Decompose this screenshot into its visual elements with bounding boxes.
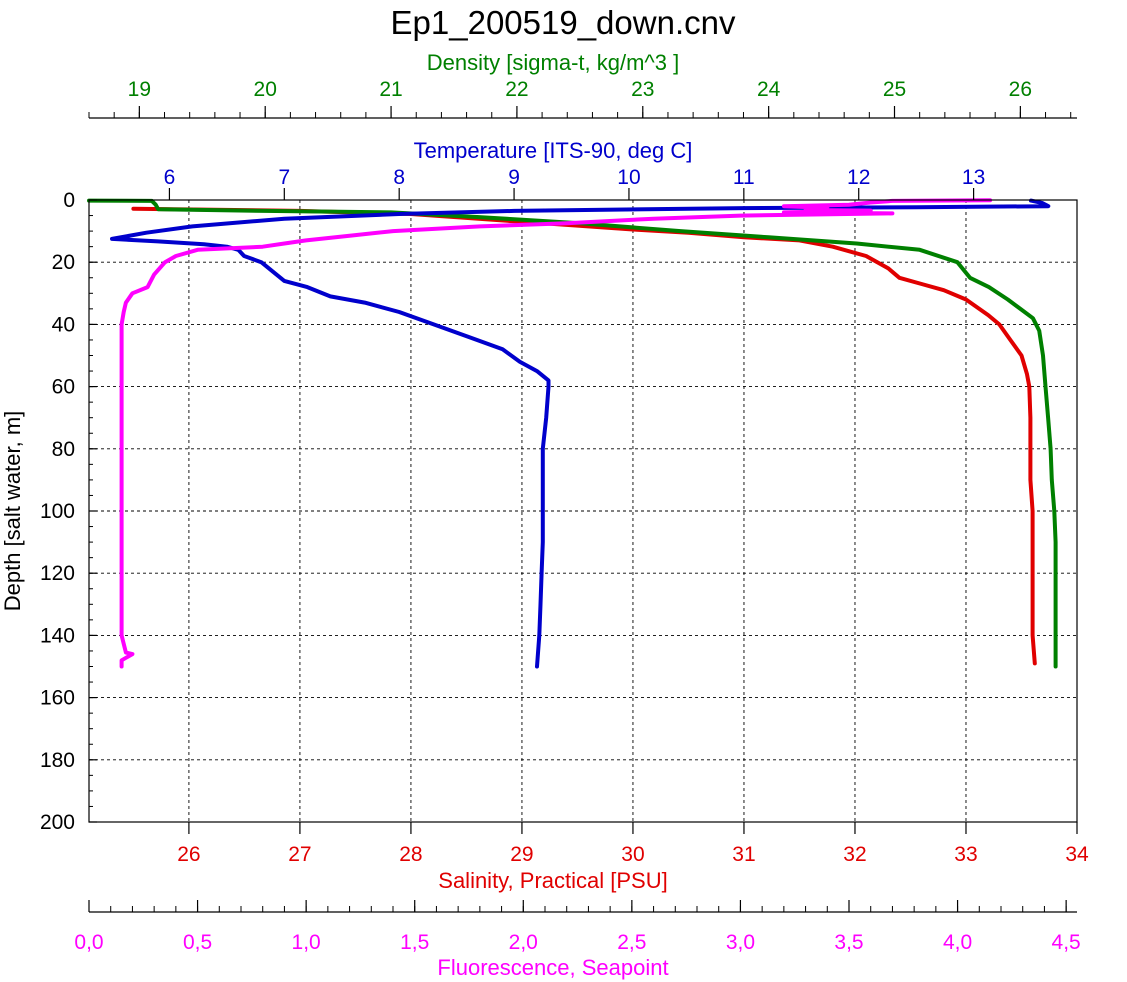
y-tick-label: 80: [52, 438, 75, 461]
temperature-tick-label: 9: [508, 166, 520, 189]
density-tick-label: 25: [883, 78, 906, 101]
axes-layer: 0 20 40 60 80 100 120 140 160 180 200 Depth [salt w…: [0, 50, 1089, 980]
density-tick-label: 24: [757, 78, 781, 101]
density-tick-label: 19: [128, 78, 151, 101]
density-axis-label: Density [sigma-t, kg/m^3 ]: [427, 50, 679, 75]
temperature-tick-label: 8: [393, 166, 405, 189]
temperature-axis-label: Temperature [ITS-90, deg C]: [414, 138, 693, 163]
fluorescence-tick-label: 4,0: [943, 931, 972, 954]
salinity-tick-label: 27: [288, 843, 311, 866]
fluorescence-profile-line: [119, 198, 993, 669]
fluorescence-axis-label: Fluorescence, Seapoint: [437, 955, 668, 980]
salinity-tick-label: 26: [177, 843, 200, 866]
salinity-tick-label: 32: [843, 843, 866, 866]
y-tick-label: 120: [40, 562, 75, 585]
y-tick-label: 160: [40, 687, 75, 710]
salinity-tick-label: 28: [399, 843, 422, 866]
salinity-tick-label: 34: [1065, 843, 1089, 866]
density-tick-label: 22: [505, 78, 528, 101]
fluorescence-tick-label: 1,5: [400, 931, 429, 954]
temperature-tick-label: 11: [733, 166, 755, 189]
salinity-tick-label: 30: [621, 843, 644, 866]
density-tick-label: 20: [254, 78, 277, 101]
fluorescence-tick-label: 0,0: [74, 931, 103, 954]
fluorescence-tick-label: 0,5: [183, 931, 212, 954]
density-tick-label: 23: [631, 78, 654, 101]
y-tick-label: 180: [40, 749, 75, 772]
y-tick-label: 140: [40, 624, 75, 647]
y-tick-label: 20: [52, 251, 75, 274]
salinity-tick-label: 31: [732, 843, 755, 866]
grid-layer: [89, 200, 1077, 822]
temperature-tick-label: 13: [962, 166, 985, 189]
temperature-tick-label: 6: [164, 166, 176, 189]
y-tick-label: 60: [52, 376, 75, 399]
density-tick-label: 21: [379, 78, 402, 101]
y-tick-label: 0: [63, 189, 75, 212]
fluorescence-tick-label: 4,5: [1052, 931, 1081, 954]
fluorescence-tick-label: 2,0: [509, 931, 538, 954]
fluorescence-tick-label: 3,0: [726, 931, 755, 954]
temperature-tick-label: 7: [278, 166, 290, 189]
temperature-tick-label: 10: [617, 166, 640, 189]
y-tick-label: 200: [40, 811, 75, 834]
fluorescence-tick-label: 3,5: [834, 931, 863, 954]
fluorescence-tick-label: 2,5: [617, 931, 646, 954]
density-profile-line: [87, 198, 1058, 669]
fluorescence-tick-label: 1,0: [292, 931, 321, 954]
plot-frame: [88, 199, 1078, 823]
chart-title: Ep1_200519_down.cnv: [391, 4, 736, 41]
salinity-tick-label: 33: [954, 843, 977, 866]
y-tick-label: 40: [52, 313, 75, 336]
salinity-axis-label: Salinity, Practical [PSU]: [438, 868, 667, 893]
series-layer: [87, 198, 1058, 669]
temperature-tick-label: 12: [847, 166, 870, 189]
y-axis-label: Depth [salt water, m]: [0, 411, 25, 612]
density-tick-label: 26: [1009, 78, 1032, 101]
y-tick-label: 100: [40, 500, 75, 523]
temperature-profile-line: [110, 198, 1051, 669]
salinity-tick-label: 29: [510, 843, 533, 866]
